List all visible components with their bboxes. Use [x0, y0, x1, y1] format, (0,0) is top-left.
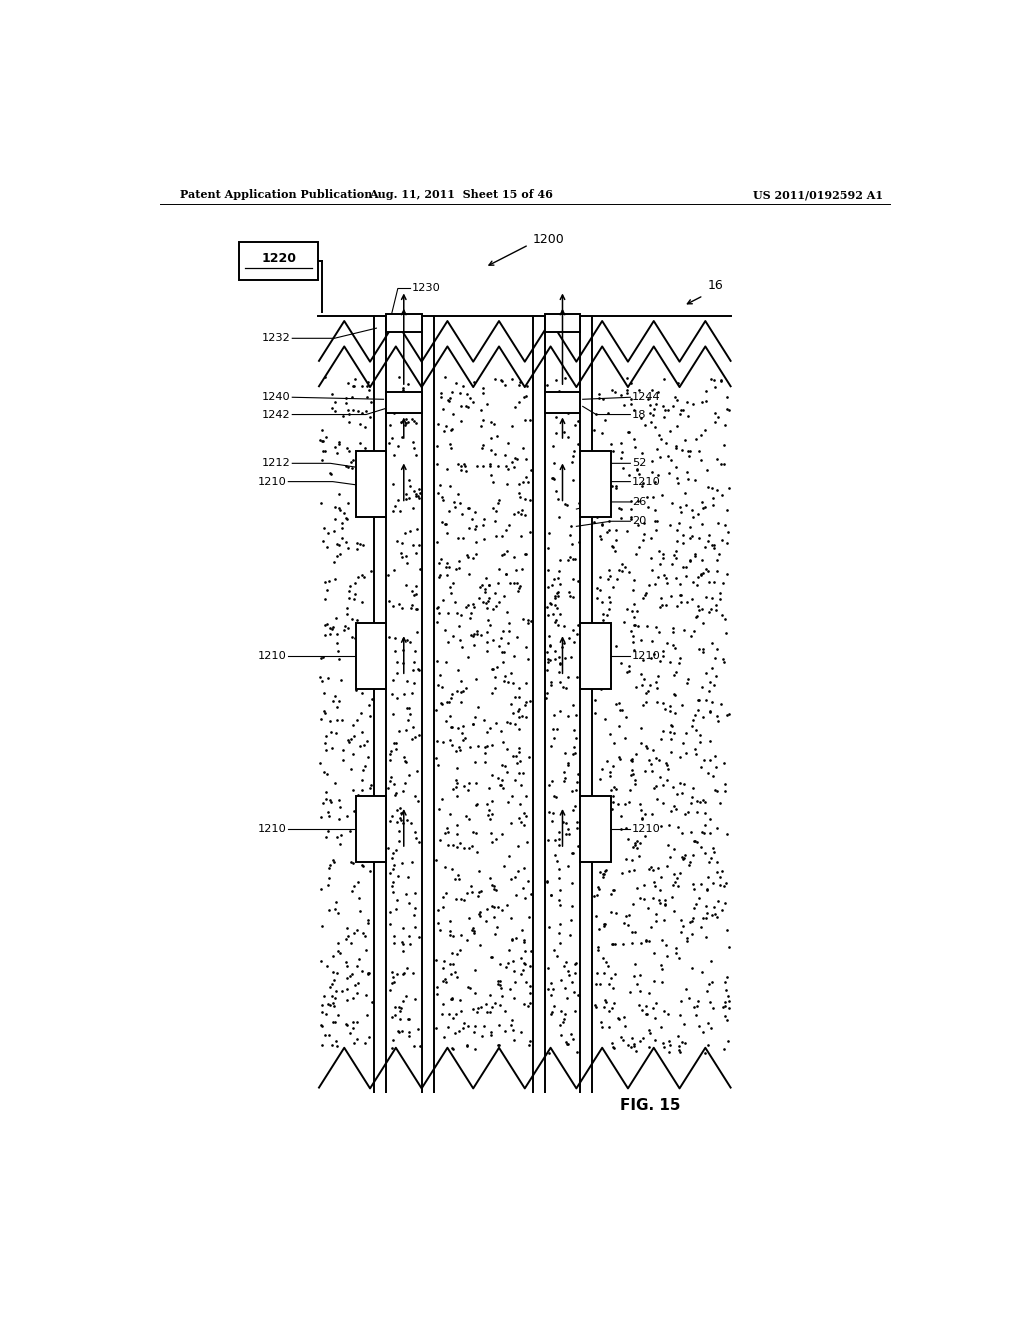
Text: 1210: 1210: [258, 824, 287, 834]
Text: 18: 18: [632, 409, 646, 420]
Bar: [355, 450, 386, 516]
Bar: [386, 392, 422, 412]
Text: 16: 16: [708, 279, 723, 292]
Text: 1242: 1242: [262, 409, 291, 420]
Bar: [240, 242, 318, 280]
Text: 1244: 1244: [632, 392, 660, 403]
Bar: [581, 796, 610, 862]
Text: 1212: 1212: [262, 458, 291, 469]
Text: 20: 20: [632, 516, 646, 527]
Text: 1200: 1200: [532, 234, 564, 247]
Bar: [355, 623, 386, 689]
Bar: [545, 314, 581, 333]
Text: 26: 26: [632, 496, 646, 507]
Bar: [545, 392, 581, 412]
Bar: [355, 796, 386, 862]
Text: 1210: 1210: [258, 652, 287, 661]
Text: 1210: 1210: [632, 824, 660, 834]
Text: 52: 52: [632, 458, 646, 469]
Text: US 2011/0192592 A1: US 2011/0192592 A1: [754, 190, 884, 201]
Text: 1232: 1232: [262, 334, 291, 343]
Bar: [581, 450, 610, 516]
Text: 1210: 1210: [632, 477, 660, 487]
Text: 1210: 1210: [258, 477, 287, 487]
Bar: [581, 623, 610, 689]
Text: 1220: 1220: [261, 252, 296, 264]
Text: 1210: 1210: [632, 652, 660, 661]
Bar: [386, 314, 422, 333]
Text: Patent Application Publication: Patent Application Publication: [179, 190, 372, 201]
Text: Aug. 11, 2011  Sheet 15 of 46: Aug. 11, 2011 Sheet 15 of 46: [370, 190, 553, 201]
Text: FIG. 15: FIG. 15: [620, 1098, 681, 1113]
Text: 1240: 1240: [262, 392, 291, 403]
Text: 1230: 1230: [412, 284, 441, 293]
